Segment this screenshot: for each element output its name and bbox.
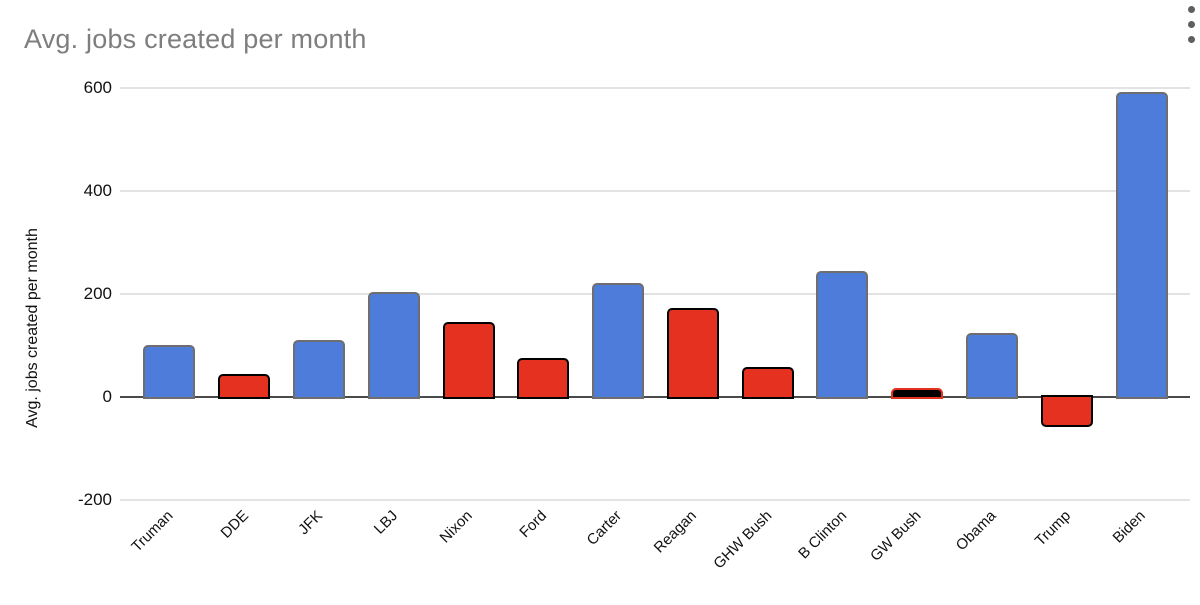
gridline-600	[120, 87, 1190, 89]
x-tick-label-biden: Biden	[1109, 507, 1149, 547]
bar-truman[interactable]	[143, 344, 196, 399]
x-tick-label-obama: Obama	[952, 507, 1000, 555]
gridline--200	[120, 499, 1190, 501]
y-tick-label-400: 400	[83, 181, 112, 200]
bar-obama[interactable]	[966, 332, 1019, 399]
bar-b-clinton[interactable]	[816, 271, 869, 399]
y-tick-label-0: 0	[102, 387, 112, 406]
bar-lbj[interactable]	[367, 292, 420, 399]
bar-ford[interactable]	[517, 357, 570, 399]
bar-dde[interactable]	[218, 374, 271, 399]
x-tick-label-carter: Carter	[583, 507, 626, 549]
bar-nixon[interactable]	[442, 321, 495, 399]
x-tick-label-nixon: Nixon	[436, 507, 476, 547]
x-tick-label-b-clinton: B Clinton	[794, 507, 850, 563]
x-tick-label-truman: Truman	[128, 507, 177, 556]
x-tick-label-lbj: LBJ	[370, 507, 402, 538]
gridline-400	[120, 190, 1190, 192]
x-tick-label-ford: Ford	[516, 507, 551, 542]
plot-area	[120, 87, 1190, 501]
x-tick-label-gw-bush: GW Bush	[867, 507, 925, 565]
gridline-200	[120, 293, 1190, 295]
bar-carter[interactable]	[592, 282, 645, 399]
bar-trump[interactable]	[1040, 395, 1093, 427]
kebab-dot	[1188, 36, 1195, 43]
x-tick-label-reagan: Reagan	[651, 507, 701, 557]
bar-reagan[interactable]	[666, 308, 719, 399]
x-tick-label-jfk: JFK	[295, 507, 327, 539]
chart-title: Avg. jobs created per month	[24, 24, 367, 54]
y-tick-label--200: -200	[77, 490, 112, 509]
kebab-dot	[1188, 21, 1195, 28]
x-axis-baseline	[120, 396, 1190, 398]
bar-biden[interactable]	[1115, 92, 1168, 399]
y-tick-label-200: 200	[83, 284, 112, 303]
x-tick-label-ghw-bush: GHW Bush	[709, 507, 776, 573]
kebab-menu-icon[interactable]	[1188, 6, 1200, 43]
bar-gw-bush[interactable]	[891, 387, 944, 399]
kebab-dot	[1188, 6, 1195, 13]
bar-jfk[interactable]	[292, 339, 345, 399]
x-tick-label-trump: Trump	[1031, 507, 1075, 550]
x-tick-label-dde: DDE	[217, 507, 252, 542]
bar-ghw-bush[interactable]	[741, 367, 794, 399]
y-tick-label-600: 600	[83, 78, 112, 97]
